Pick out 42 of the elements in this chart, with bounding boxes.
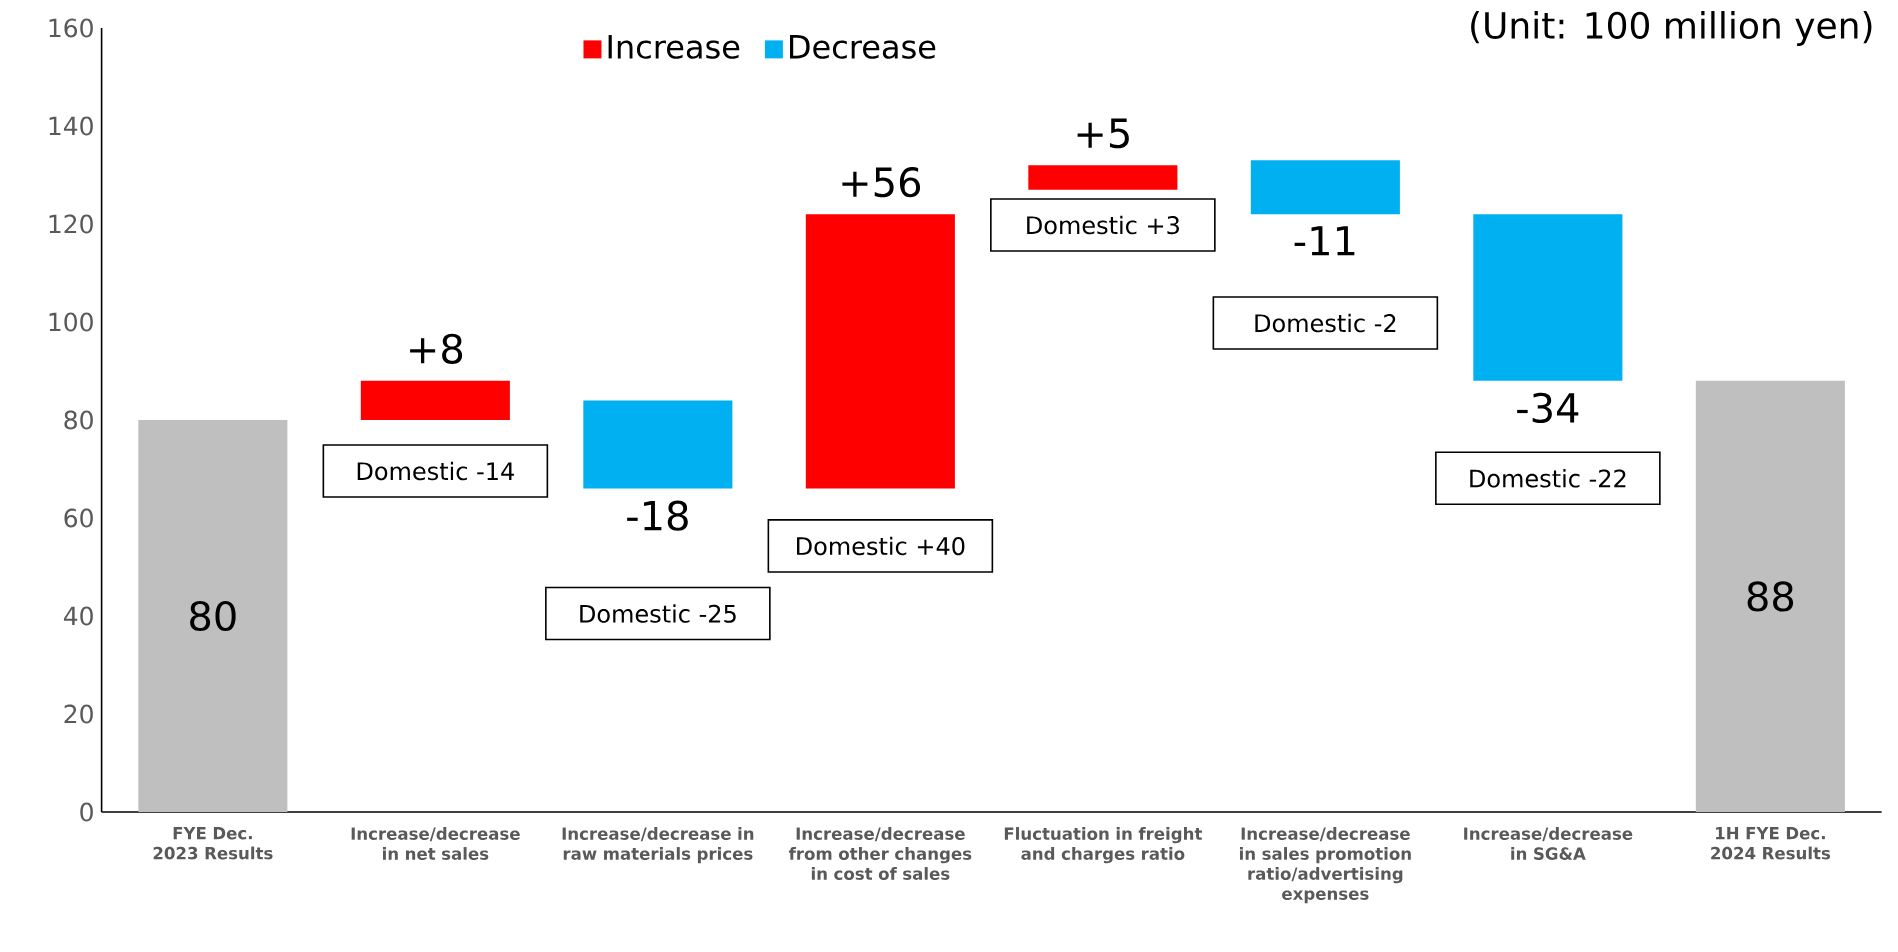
bar bbox=[138, 419, 288, 812]
x-tick-label: Increase/decrease in sales promotion ratio/advertising expenses bbox=[1239, 827, 1411, 904]
data-label: 80 bbox=[190, 600, 236, 632]
x-tick-label: Increase/decrease from other changes in cost of sales bbox=[788, 827, 972, 880]
data-label: 88 bbox=[1747, 581, 1794, 612]
bar bbox=[1028, 165, 1178, 190]
annotation: Domestic +40 bbox=[797, 536, 965, 556]
y-tick-label: 60 bbox=[64, 508, 93, 528]
x-tick-label: Fluctuation in freight and charges ratio bbox=[1004, 827, 1203, 864]
x-tick-label: Increase/decrease in net sales bbox=[351, 827, 520, 860]
x-tick-label: FYE Dec. 2023 Results bbox=[153, 827, 273, 860]
data-label: +8 bbox=[410, 333, 463, 364]
y-tick-label: 80 bbox=[64, 410, 93, 430]
bar bbox=[360, 380, 510, 420]
legend-label: Increase bbox=[608, 35, 740, 59]
bar bbox=[583, 400, 733, 489]
data-label: +56 bbox=[842, 167, 921, 198]
bar bbox=[1250, 160, 1400, 215]
x-tick-label: Increase/decrease in SG&A bbox=[1464, 827, 1633, 860]
data-label: -18 bbox=[627, 500, 688, 531]
data-label: +5 bbox=[1077, 118, 1129, 149]
bar bbox=[805, 214, 955, 489]
y-tick-label: 120 bbox=[49, 214, 93, 234]
legend-label: Decrease bbox=[790, 35, 936, 59]
y-tick-label: 100 bbox=[49, 312, 93, 332]
annotation: Domestic -2 bbox=[1255, 313, 1396, 333]
data-label: -11 bbox=[1294, 226, 1355, 256]
y-tick-label: 20 bbox=[64, 704, 93, 724]
annotation: (Unit: 100 million yen) bbox=[1471, 11, 1872, 46]
x-tick-label: 1H FYE Dec. 2024 Results bbox=[1711, 827, 1831, 860]
y-tick-label: 0 bbox=[80, 802, 93, 822]
bar bbox=[1473, 214, 1623, 381]
x-tick-label: Increase/decrease in raw materials prices bbox=[562, 827, 754, 864]
y-tick-label: 160 bbox=[49, 18, 93, 38]
annotation: Domestic -22 bbox=[1470, 469, 1626, 488]
y-tick-label: 40 bbox=[63, 606, 93, 626]
y-tick-label: 140 bbox=[49, 116, 93, 136]
annotation: Domestic -14 bbox=[357, 461, 514, 481]
bar bbox=[1695, 380, 1845, 812]
annotation: Domestic -25 bbox=[580, 604, 736, 623]
data-label: -34 bbox=[1517, 392, 1579, 424]
annotation: Domestic +3 bbox=[1027, 215, 1179, 235]
